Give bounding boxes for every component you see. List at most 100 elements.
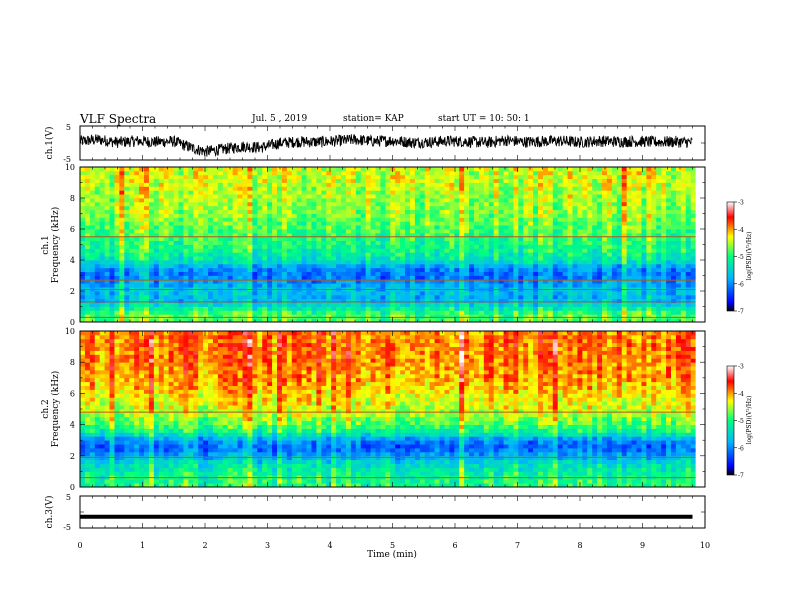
spectrogram-cell — [523, 271, 529, 276]
spectrogram-cell — [272, 275, 278, 280]
spectrogram-cell — [414, 213, 421, 218]
spectrogram-cell — [439, 213, 445, 218]
spectrogram-cell — [542, 294, 549, 300]
spectrogram-cell — [454, 260, 460, 265]
spectrogram-cell — [232, 205, 238, 211]
spectrogram-cell — [173, 267, 179, 273]
spectrogram-cell — [547, 198, 554, 203]
spectrogram-cell — [119, 174, 125, 180]
spectrogram-cell — [439, 244, 445, 249]
spectrogram-cell — [567, 213, 573, 218]
spectrogram-cell — [597, 252, 603, 257]
spectrogram-cell — [552, 275, 559, 280]
spectrogram-cell — [606, 294, 613, 300]
spectrogram-cell — [454, 190, 460, 195]
spectrogram-cell — [119, 252, 125, 257]
spectrogram-cell — [237, 267, 243, 273]
spectrogram-cell — [528, 229, 534, 234]
spectrogram-cell — [104, 275, 110, 280]
spectrogram-cell — [483, 229, 490, 234]
spectrogram-cell — [439, 190, 445, 195]
spectrogram-cell — [538, 236, 544, 242]
spectrogram-cell — [232, 306, 238, 311]
spectrogram-cell — [316, 240, 322, 245]
spectrogram-cell — [646, 310, 652, 315]
spectrogram-cell — [542, 198, 549, 203]
spectrogram-cell — [104, 167, 110, 172]
spectrogram-cell — [395, 256, 401, 261]
spectrogram-cell — [178, 279, 184, 284]
spectrogram-cell — [488, 240, 495, 245]
spectrogram-cell — [424, 198, 431, 203]
spectrogram-cell — [331, 310, 337, 315]
spectrogram-cell — [148, 298, 155, 304]
spectrogram-cell — [311, 167, 317, 172]
spectrogram-cell — [203, 306, 209, 311]
spectrogram-cell — [493, 310, 500, 315]
spectrogram-cell — [306, 314, 312, 319]
spectrogram-cell — [306, 194, 312, 199]
spectrogram-cell — [355, 194, 362, 199]
spectrogram-cell — [513, 244, 519, 249]
spectrogram-cell — [306, 310, 312, 315]
spectrogram-cell — [306, 291, 312, 296]
spectrogram-cell — [518, 260, 524, 265]
spectrogram-cell — [611, 232, 618, 238]
spectrogram-cell — [296, 186, 303, 191]
spectrogram-cell — [533, 178, 539, 183]
spectrogram-cell — [370, 244, 376, 249]
spectrogram-cell — [104, 198, 110, 203]
spectrogram-cell — [523, 318, 529, 323]
spectrogram-cell — [139, 271, 145, 276]
spectrogram-cell — [89, 221, 96, 226]
spectrogram-cell — [597, 186, 603, 191]
spectrogram-cell — [621, 271, 628, 276]
spectrogram-cell — [301, 298, 307, 304]
spectrogram-cell — [144, 298, 150, 304]
spectrogram-cell — [606, 178, 613, 183]
spectrogram-cell — [400, 225, 406, 230]
spectrogram-cell — [153, 267, 160, 273]
spectrogram-cell — [395, 201, 401, 207]
spectrogram-cell — [542, 225, 549, 230]
spectrogram-cell — [429, 267, 436, 273]
spectrogram-cell — [326, 198, 332, 203]
spectrogram-cell — [370, 302, 376, 307]
spectrogram-cell — [291, 279, 298, 284]
spectrogram-cell — [267, 178, 273, 183]
spectrogram-cell — [281, 252, 288, 257]
spectrogram-cell — [222, 236, 229, 242]
spectrogram-cell — [675, 244, 682, 249]
spectrogram-cell — [454, 256, 460, 261]
spectrogram-cell — [597, 174, 603, 180]
spectrogram-cell — [641, 201, 647, 207]
spectrogram-cell — [493, 182, 500, 187]
spectrogram-cell — [626, 198, 632, 203]
spectrogram-cell — [498, 283, 504, 288]
spectrogram-cell — [616, 314, 623, 319]
spectrogram-cell — [296, 205, 303, 211]
spectrogram-cell — [582, 283, 588, 288]
spectrogram-cell — [350, 263, 357, 269]
spectrogram-cell — [227, 178, 234, 183]
spectrogram-cell — [508, 221, 514, 226]
spectrogram-cell — [183, 225, 189, 230]
spectrogram-cell — [656, 294, 662, 300]
spectrogram-cell — [439, 310, 445, 315]
spectrogram-cell — [414, 182, 421, 187]
spectrogram-cell — [409, 252, 416, 257]
spectrogram-cell — [478, 229, 485, 234]
spectrogram-cell — [341, 252, 347, 257]
spectrogram-cell — [316, 170, 322, 176]
spectrogram-cell — [124, 190, 130, 195]
spectrogram-cell — [597, 248, 603, 253]
spectrogram-cell — [188, 186, 194, 191]
spectrogram-cell — [247, 306, 253, 311]
spectrogram-cell — [395, 260, 401, 265]
spectrogram-cell — [178, 174, 184, 180]
spectrogram-cell — [439, 248, 445, 253]
spectrogram-cell — [163, 294, 170, 300]
spectrogram-cell — [405, 248, 411, 253]
spectrogram-cell — [424, 178, 431, 183]
spectrogram-cell — [606, 302, 613, 307]
